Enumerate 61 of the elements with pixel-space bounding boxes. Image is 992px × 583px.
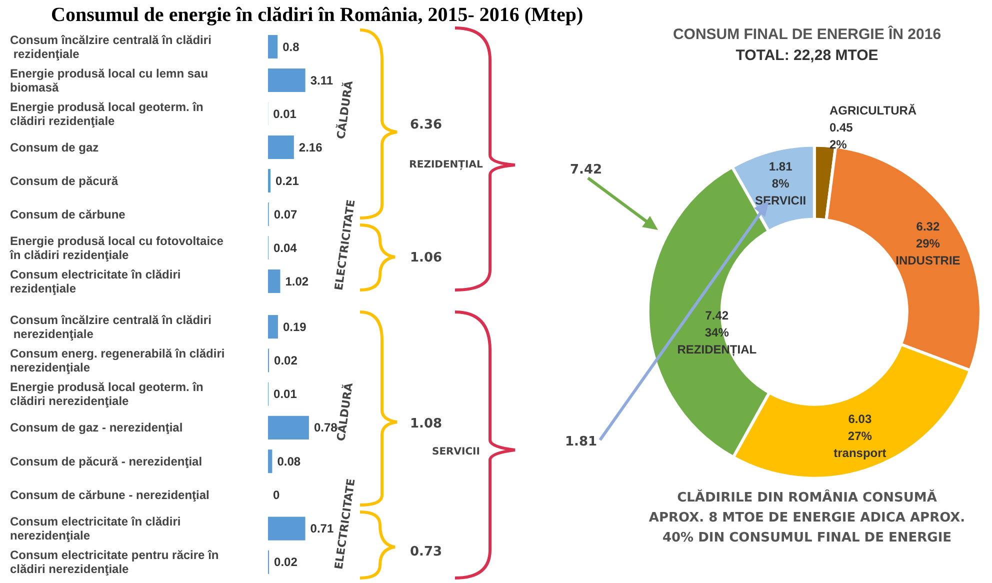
y-tick-label: Energie produsă local geoterm. în clădiri nerezidenţiale [10,380,207,408]
data-label: 2.16 [298,140,323,154]
text: REZIDENȚIAL [409,160,484,170]
y-tick-label: Consum electricitate în clădiri nerezidenţiale [10,514,184,543]
data-label: 0.21 [276,174,300,188]
text: 6.36 [410,118,442,132]
data-label: 0.01 [274,387,298,402]
slice-label: transport [834,446,886,460]
data-label: 0.78 [314,420,338,435]
y-tick-label: Consum de gaz - nerezidenţial [10,420,183,435]
data-label: 0.45 2% [829,120,854,152]
y-tick-label: Consum electricitate pentru răcire în clădiri nerezidenţiale [10,548,222,576]
bar [268,35,278,58]
bar [268,68,306,92]
text: CĂLDURĂ [334,79,356,140]
data-label: 0 [273,488,280,502]
text: SERVICII [432,446,480,458]
slice-label: AGRICULTURĂ [829,104,917,118]
bar [268,315,278,339]
text: 1.08 [410,416,442,432]
chart-title: Consumul de energie în clădiri în România, 2015- 2016 (Mtep) [51,4,584,26]
data-label: 0.02 [274,555,298,570]
y-tick-label: Energie produsă local cu fotovoltaice în clădiri rezidenţiale [9,234,227,262]
y-tick-label: Energie produsă local geoterm. în clădiri rezidenţiale [10,100,207,128]
slice-label: SERVICII [755,194,806,208]
data-label: 1.02 [285,274,309,288]
data-label: 6.32 29% [916,220,940,251]
bar [268,169,271,192]
data-label: 0.8 [282,40,300,54]
data-label: 0.71 [310,522,334,536]
slice-label: INDUSTRIE [896,254,960,268]
bar [268,516,306,540]
bar [268,416,309,440]
y-tick-label: Consum electricitate în clădiri rezidenţiale [10,267,184,296]
y-tick-label: Consum de gaz [10,140,99,154]
data-label: 1.81 8% [768,160,793,191]
data-label: 0.19 [282,320,307,334]
y-tick-label: Consum de cărbune [10,207,126,222]
chart-title: CONSUM FINAL DE ENERGIE ÎN 2016 [672,25,942,43]
data-label: 3.11 [310,73,334,88]
data-label: 0.01 [273,106,297,121]
text: CLĂDIRILE DIN ROMÂNIA CONSUMĂ APROX. 8 MTOE DE ENERGIE ADICA APROX. 40% DIN CONSUMUL FINAL DE ENERGIE [648,488,966,546]
data-label: 0.02 [274,353,298,368]
y-tick-label: Consum de cărbune - nerezidenţial [10,488,210,502]
text: 0.73 [410,544,442,560]
bar [268,450,272,474]
y-tick-label: Consum energ. regenerabilă în clădiri nerezidenţiale [10,346,228,374]
data-label: 0.08 [277,454,301,468]
y-tick-label: Consum încălzire centrală în clădiri rezidenţiale [10,32,212,61]
text: 1.06 [410,250,442,266]
text: 1.81 [564,434,598,450]
y-tick-label: Energie produsă local cu lemn sau biomasă [10,66,212,94]
data-label: 0.07 [274,207,298,222]
bar [268,270,280,293]
y-tick-label: Consum de păcură - nerezidenţial [10,454,202,468]
y-tick-label: Consum încălzire centrală în clădiri nerezidenţiale [10,312,212,341]
chart-subtitle: TOTAL: 22,28 MTOE [736,47,878,64]
data-label: 0.04 [273,240,298,255]
y-tick-label: Consum de păcură [10,174,118,188]
bar [268,136,294,159]
text: 7.42 [570,162,602,178]
